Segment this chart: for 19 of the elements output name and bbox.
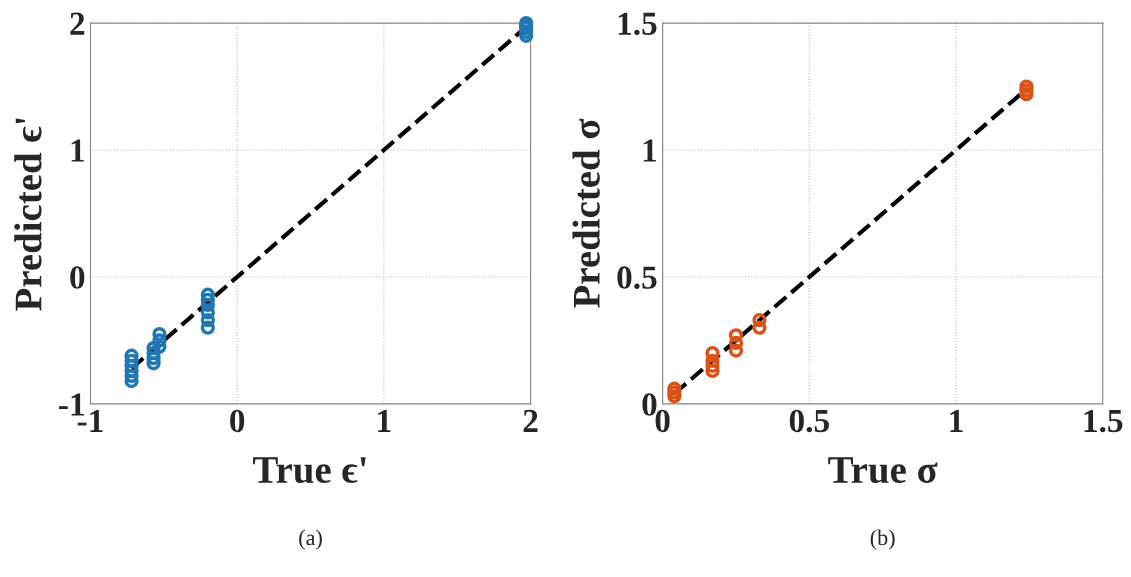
text: (b)	[870, 529, 895, 550]
x-tick-label: 2	[523, 409, 538, 432]
text: (a)	[299, 529, 322, 550]
y-axis-title: Predicted σ	[572, 118, 600, 308]
y-tick-label: 0.5	[617, 266, 657, 289]
y-tick-label: 1.5	[618, 12, 657, 36]
x-tick-label: 1.5	[1084, 409, 1123, 433]
x-axis-title: True σ	[828, 457, 938, 484]
y-tick-label: 1	[643, 139, 657, 162]
y-tick-label: 1	[71, 139, 84, 162]
y-tick-label: 0	[70, 266, 85, 289]
x-axis-title: True ϵ'	[253, 457, 366, 484]
x-tick-label: 1	[378, 409, 391, 432]
x-tick-label: 0	[230, 409, 245, 433]
x-tick-label: 1	[950, 409, 963, 432]
y-tick-label: 2	[70, 12, 85, 35]
x-tick-label: 0.5	[789, 409, 829, 433]
y-axis-title: Predicted ϵ'	[14, 118, 42, 311]
y-tick-label: 0	[642, 393, 657, 416]
